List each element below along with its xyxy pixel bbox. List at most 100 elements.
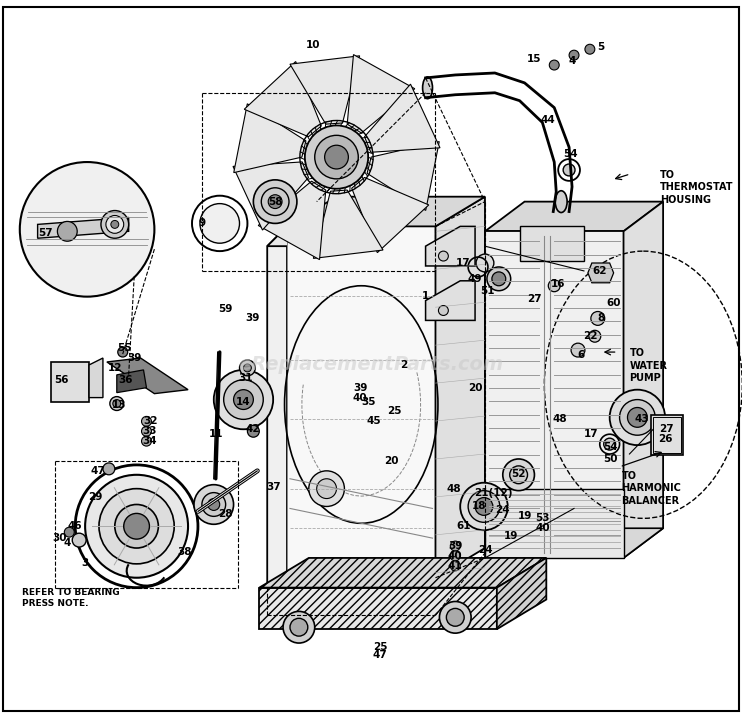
Circle shape	[111, 220, 118, 228]
Text: 54: 54	[603, 442, 618, 452]
Text: 14: 14	[236, 396, 250, 406]
Circle shape	[261, 188, 289, 215]
Circle shape	[628, 408, 647, 427]
Polygon shape	[258, 181, 326, 260]
Text: 44: 44	[541, 116, 556, 126]
Polygon shape	[347, 55, 415, 133]
Text: 4: 4	[568, 56, 576, 66]
Text: 15: 15	[527, 54, 542, 64]
Circle shape	[503, 459, 535, 490]
Text: 52: 52	[512, 469, 526, 479]
Text: 42: 42	[245, 424, 260, 434]
Polygon shape	[436, 197, 485, 578]
Circle shape	[20, 162, 154, 297]
Polygon shape	[364, 84, 440, 152]
Circle shape	[142, 416, 152, 426]
Circle shape	[620, 400, 656, 435]
Text: 40: 40	[535, 523, 550, 533]
Text: 19: 19	[503, 531, 518, 541]
Polygon shape	[367, 141, 440, 210]
Circle shape	[304, 126, 368, 189]
Polygon shape	[314, 190, 383, 258]
Polygon shape	[496, 558, 546, 629]
Text: 13: 13	[112, 399, 126, 409]
Circle shape	[569, 50, 579, 60]
Polygon shape	[425, 281, 475, 320]
Text: 2: 2	[400, 360, 407, 370]
Circle shape	[450, 541, 460, 551]
Text: 51: 51	[481, 286, 495, 296]
Polygon shape	[267, 226, 287, 597]
Circle shape	[468, 490, 500, 522]
Text: 40: 40	[353, 393, 368, 403]
Text: 29: 29	[88, 492, 102, 502]
Text: 1: 1	[422, 291, 429, 301]
Circle shape	[446, 608, 464, 626]
Polygon shape	[260, 558, 546, 587]
Text: 39: 39	[353, 383, 368, 393]
Text: TO
WATER
PUMP: TO WATER PUMP	[629, 348, 668, 383]
Text: 60: 60	[606, 297, 621, 307]
Text: 20: 20	[468, 383, 482, 393]
Text: 17: 17	[584, 429, 598, 439]
Circle shape	[283, 611, 315, 643]
Text: 39: 39	[245, 314, 260, 323]
Text: 21(12): 21(12)	[474, 488, 512, 498]
Text: 11: 11	[209, 429, 223, 439]
Text: 48: 48	[447, 484, 461, 494]
Polygon shape	[267, 578, 436, 597]
Text: 49: 49	[468, 274, 482, 284]
Text: 6: 6	[578, 350, 584, 360]
Circle shape	[142, 437, 152, 446]
Text: 41: 41	[448, 561, 463, 571]
Text: 46: 46	[68, 521, 82, 531]
Text: 25: 25	[387, 406, 401, 416]
Circle shape	[492, 272, 506, 286]
Polygon shape	[290, 56, 360, 124]
Text: 59: 59	[218, 304, 232, 314]
Polygon shape	[352, 177, 429, 253]
Text: 54: 54	[562, 149, 578, 159]
Polygon shape	[38, 218, 129, 238]
Text: 32: 32	[143, 416, 158, 426]
Circle shape	[571, 343, 585, 357]
Text: 47: 47	[373, 650, 388, 660]
Circle shape	[101, 210, 129, 238]
Polygon shape	[287, 197, 485, 226]
Circle shape	[290, 618, 308, 636]
Text: 57: 57	[38, 228, 53, 238]
Polygon shape	[89, 358, 103, 398]
Circle shape	[325, 145, 349, 169]
Bar	[651, 416, 683, 455]
Circle shape	[224, 380, 263, 419]
Circle shape	[549, 60, 560, 70]
Circle shape	[510, 466, 527, 484]
Circle shape	[103, 463, 115, 475]
Polygon shape	[267, 226, 436, 246]
Text: 43: 43	[634, 414, 649, 424]
Circle shape	[142, 426, 152, 437]
Text: 28: 28	[218, 509, 233, 519]
Circle shape	[200, 204, 239, 243]
Text: 37: 37	[266, 482, 280, 492]
Circle shape	[450, 551, 460, 561]
Polygon shape	[287, 226, 436, 578]
Text: 26: 26	[658, 434, 672, 444]
Polygon shape	[623, 202, 663, 558]
Circle shape	[487, 267, 511, 291]
Circle shape	[589, 330, 601, 342]
Circle shape	[450, 561, 460, 571]
Text: 35: 35	[361, 396, 376, 406]
Circle shape	[214, 370, 273, 429]
Circle shape	[106, 215, 124, 233]
Text: 17: 17	[456, 258, 470, 268]
Text: 36: 36	[118, 375, 133, 385]
Circle shape	[309, 471, 344, 506]
Circle shape	[64, 527, 74, 537]
Text: 8: 8	[597, 314, 604, 323]
Circle shape	[110, 396, 124, 411]
Text: 16: 16	[551, 279, 566, 289]
Text: 31: 31	[238, 373, 253, 383]
Text: 39: 39	[448, 541, 463, 551]
Circle shape	[440, 602, 471, 633]
